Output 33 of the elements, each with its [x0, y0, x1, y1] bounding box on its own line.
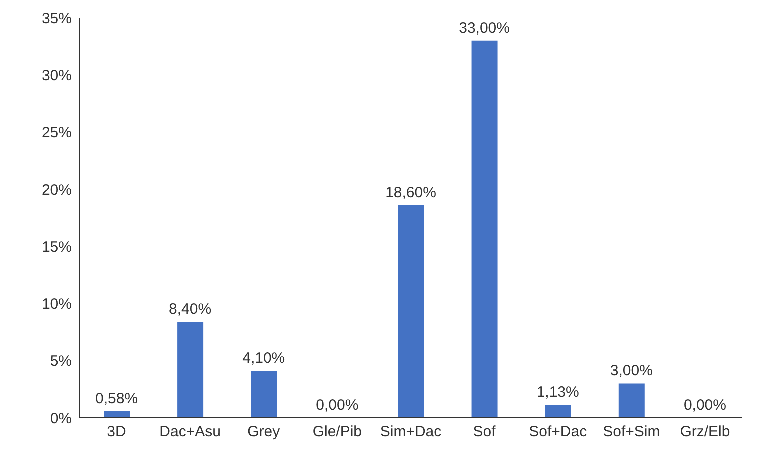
data-label: 33,00% — [459, 20, 510, 37]
x-tick-label: Grey — [248, 424, 281, 441]
x-tick-label: Dac+Asu — [160, 424, 221, 441]
y-tick-label: 0% — [50, 410, 72, 428]
y-tick-label: 5% — [50, 353, 72, 370]
data-label: 4,10% — [242, 350, 286, 368]
y-tick-label: 10% — [42, 296, 72, 314]
data-label: 8,40% — [169, 301, 212, 318]
y-tick-label: 30% — [42, 67, 72, 84]
bar — [398, 205, 424, 418]
data-label: 0,00% — [684, 397, 726, 414]
bar — [251, 371, 278, 418]
x-tick-label: 3D — [107, 424, 127, 441]
data-label: 3,00% — [610, 362, 653, 380]
y-tick-label: 20% — [42, 182, 72, 199]
x-tick-label: Sof — [473, 424, 497, 441]
x-tick-label: Sof+Dac — [529, 424, 588, 441]
data-label: 18,60% — [386, 184, 436, 202]
data-label: 0,00% — [316, 397, 359, 414]
data-label: 0,58% — [96, 390, 138, 408]
data-label: 1,13% — [536, 384, 580, 402]
x-tick-label: Sof+Sim — [603, 424, 660, 441]
bar — [104, 411, 130, 418]
y-tick-label: 25% — [42, 124, 72, 142]
bar — [618, 384, 645, 418]
x-tick-label: Grz/Elb — [680, 424, 730, 441]
y-tick-label: 15% — [42, 238, 72, 256]
bar — [545, 405, 572, 418]
bar — [472, 40, 498, 418]
x-tick-label: Gle/Pib — [312, 424, 362, 441]
x-tick-label: Sim+Dac — [380, 424, 442, 441]
bar — [178, 322, 204, 418]
y-tick-label: 35% — [42, 10, 72, 28]
